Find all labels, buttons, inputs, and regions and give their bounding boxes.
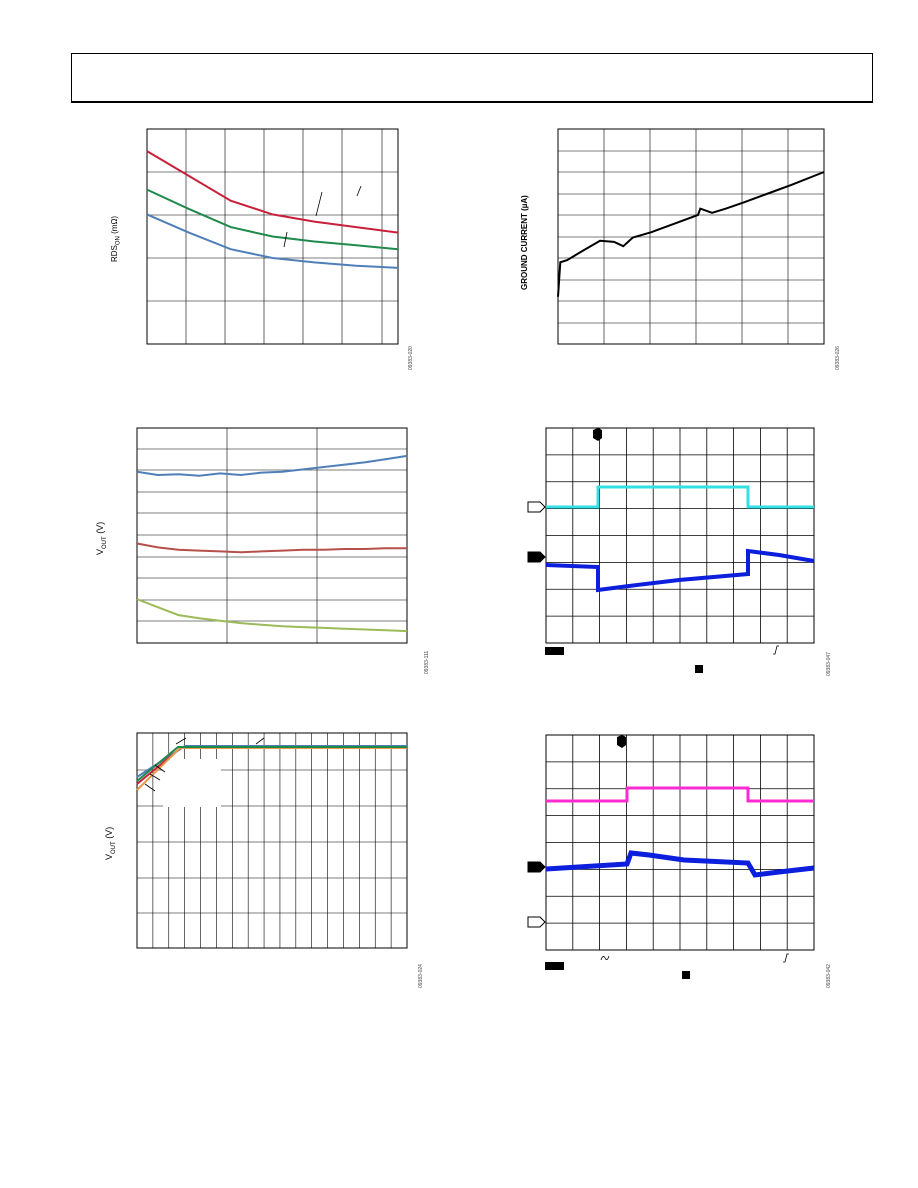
vout-dropout-series-pointer — [149, 773, 161, 781]
vout-temp-chart-svg — [136, 427, 408, 644]
vout-temp-plot-frame — [136, 427, 408, 644]
scope1-chart-svg — [527, 427, 815, 673]
vout-temp-chart-panel: VOUT (V) 09383-111 — [0, 400, 459, 700]
ground-current-chart-svg — [557, 128, 825, 345]
vout-temp-series-line — [136, 454, 408, 477]
scope2-channel1-marker — [527, 916, 546, 928]
vout-temp-series-line — [136, 542, 407, 554]
ground-current-figure-id: 09383-026 — [835, 346, 841, 370]
ground-current-series-line — [557, 171, 825, 297]
vout-dropout-legend-area — [163, 759, 221, 807]
vout-dropout-plot-frame — [136, 732, 408, 949]
scope1-chart-panel: 09383-047 — [459, 400, 918, 700]
vout-dropout-chart-svg — [136, 732, 408, 949]
vout-dropout-series-pointer — [255, 737, 265, 745]
scope1-trigger-position-marker — [593, 428, 602, 441]
scope2-chart-panel: 09383-042 — [459, 700, 918, 1000]
vout-temp-figure-id: 09383-111 — [424, 650, 430, 674]
scope1-channel1-marker — [527, 501, 546, 513]
scope2-chart-svg — [527, 734, 815, 979]
scope2-rising-edge-icon — [783, 953, 789, 963]
page-header-box — [71, 53, 873, 103]
ground-current-plot-frame — [557, 128, 825, 345]
scope1-channel1-trace — [546, 485, 814, 509]
rds-series-pointer — [356, 185, 362, 197]
rds-figure-id: 09383-020 — [408, 346, 414, 370]
vout-temp-series-line — [136, 598, 408, 633]
scope1-channel-readout-block — [545, 647, 564, 655]
rds-plot-frame — [146, 128, 399, 345]
scope1-rising-edge-icon — [773, 645, 779, 655]
vout-dropout-figure-id: 09383-024 — [418, 964, 424, 988]
rds-series-line — [146, 213, 399, 269]
scope2-figure-id: 09383-042 — [826, 964, 832, 988]
scope2-channel2-trace — [545, 850, 815, 878]
rds-chart-svg — [146, 128, 399, 345]
scope2-ac-coupling-icon — [600, 955, 610, 961]
scope2-trigger-readout-block — [682, 971, 690, 979]
scope2-channel2-marker — [527, 861, 546, 873]
vout-dropout-series-pointer — [175, 737, 187, 745]
scope1-channel2-trace — [545, 548, 815, 593]
rds-series-line — [146, 188, 399, 251]
vout-dropout-chart-panel: VOUT (V) 09383-024 — [0, 700, 459, 1000]
scope1-figure-id: 09383-047 — [826, 652, 832, 676]
rds-chart-panel: RDSON (mΩ) 09383-020 — [0, 0, 459, 400]
rds-series-pointer — [315, 191, 323, 217]
rds-series-line — [146, 150, 399, 234]
ground-current-chart-panel: GROUND CURRENT (µA) 09383-026 — [459, 0, 918, 400]
rds-series-pointer — [283, 231, 288, 248]
scope2-channel-readout-block — [545, 962, 564, 970]
vout-dropout-series-pointer — [154, 764, 166, 773]
scope1-channel2-marker — [527, 551, 546, 563]
vout-dropout-series-line — [136, 746, 407, 782]
scope2-trigger-position-marker — [617, 735, 626, 748]
scope1-trigger-readout-block — [695, 665, 703, 673]
vout-dropout-series-pointer — [144, 783, 156, 792]
scope2-channel1-trace — [546, 786, 814, 803]
